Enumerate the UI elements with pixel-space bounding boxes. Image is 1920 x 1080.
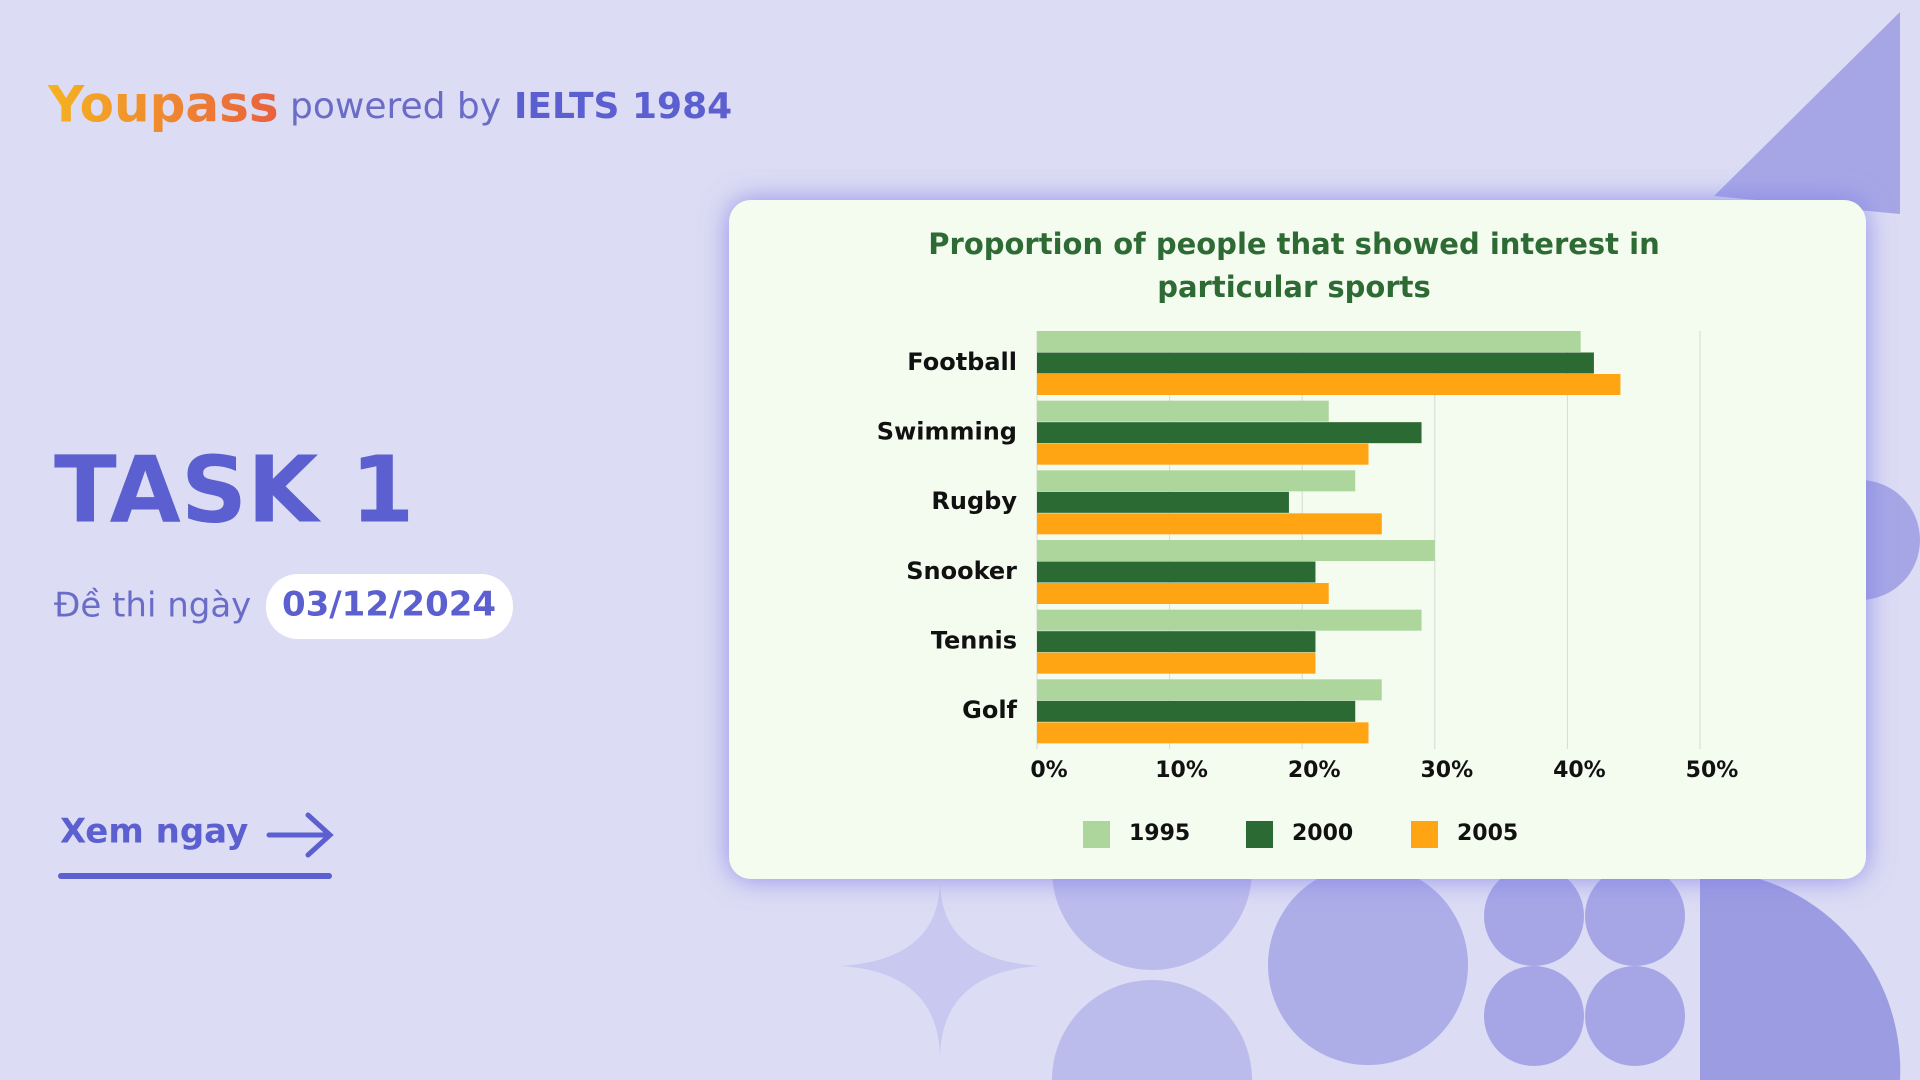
date: 03/12/2024	[282, 585, 496, 625]
bar	[1037, 561, 1316, 583]
decor	[840, 12, 1920, 1080]
bar	[1037, 700, 1356, 722]
cta-arrow[interactable]	[266, 812, 334, 858]
bar	[1037, 331, 1581, 352]
bar	[1037, 422, 1422, 444]
legend-label: 2000	[1292, 821, 1353, 846]
partner: IELTS 1984	[514, 86, 732, 127]
legend-label: 2005	[1457, 821, 1518, 846]
x-tick-label: 10%	[1155, 758, 1208, 783]
bar	[1037, 470, 1356, 492]
bar	[1037, 722, 1369, 744]
brand-logo: Youpass	[47, 76, 279, 134]
legend-swatch	[1411, 821, 1438, 848]
x-tick-label: 40%	[1553, 758, 1606, 783]
bar	[1037, 491, 1289, 513]
bar	[1037, 583, 1329, 604]
legend-swatch	[1246, 821, 1273, 848]
legend-label: 1995	[1129, 821, 1190, 846]
bar	[1037, 443, 1369, 465]
cta-underline[interactable]	[58, 873, 332, 879]
date-pill	[266, 574, 513, 639]
bar	[1037, 540, 1435, 561]
date-label: Đề thi ngày	[54, 586, 251, 626]
y-tick-label: Snooker	[906, 557, 1017, 585]
x-tick-label: 50%	[1686, 758, 1739, 783]
y-tick-label: Tennis	[931, 627, 1017, 655]
chart-title: Proportion of people that showed interes…	[928, 227, 1659, 261]
bar	[1037, 679, 1382, 701]
cta[interactable]: Xem ngay	[58, 812, 334, 880]
powered-by: powered by	[290, 86, 501, 127]
y-tick-label: Swimming	[877, 418, 1017, 446]
bar	[1037, 631, 1316, 653]
x-tick-label: 0%	[1030, 758, 1067, 783]
heading: TASK 1	[54, 436, 414, 543]
x-tick-label: 20%	[1288, 758, 1341, 783]
bar	[1037, 400, 1329, 422]
bar	[1037, 652, 1316, 674]
bar	[1037, 609, 1422, 631]
y-tick-label: Golf	[962, 696, 1017, 724]
x-tick-label: 30%	[1420, 758, 1473, 783]
bar	[1037, 513, 1382, 535]
bar	[1037, 374, 1621, 395]
y-tick-label: Football	[907, 348, 1017, 376]
bar	[1037, 352, 1594, 374]
y-tick-label: Rugby	[931, 487, 1017, 515]
chart-title: particular sports	[1157, 270, 1431, 304]
cta-text[interactable]: Xem ngay	[60, 812, 248, 852]
legend-swatch	[1083, 821, 1110, 848]
